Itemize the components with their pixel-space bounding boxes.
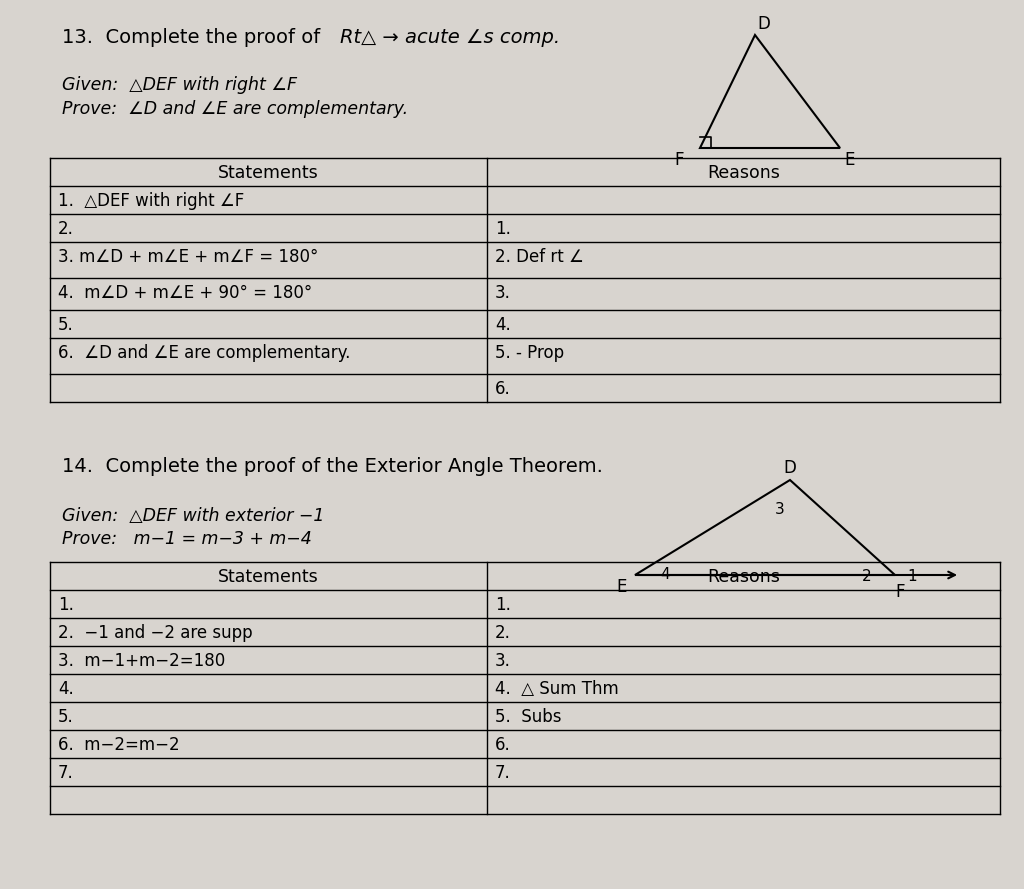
Text: Given:  △DEF with right ∠F: Given: △DEF with right ∠F: [62, 76, 297, 94]
Text: 1.  △DEF with right ∠F: 1. △DEF with right ∠F: [58, 192, 245, 210]
Text: F: F: [675, 151, 684, 169]
Text: 4: 4: [660, 567, 670, 582]
Text: 1.: 1.: [495, 220, 511, 238]
Text: 4.: 4.: [495, 316, 511, 334]
Text: 1.: 1.: [58, 596, 74, 614]
Text: 3.  m−1+m−2=180: 3. m−1+m−2=180: [58, 652, 225, 670]
Text: 4.  m∠D + m∠E + 90° = 180°: 4. m∠D + m∠E + 90° = 180°: [58, 284, 312, 302]
Text: 6.: 6.: [495, 736, 511, 754]
Text: 6.  m−2=m−2: 6. m−2=m−2: [58, 736, 179, 754]
Text: 1.: 1.: [495, 596, 511, 614]
Text: 2. Def rt ∠: 2. Def rt ∠: [495, 248, 584, 266]
Text: 7.: 7.: [58, 764, 74, 782]
Text: Prove:   m−1 = m−3 + m−4: Prove: m−1 = m−3 + m−4: [62, 530, 311, 548]
Text: E: E: [616, 578, 627, 596]
Text: 3.: 3.: [495, 284, 511, 302]
Text: 2: 2: [862, 569, 871, 584]
Text: Statements: Statements: [218, 164, 318, 182]
Text: 6.: 6.: [495, 380, 511, 398]
Text: 1: 1: [907, 569, 916, 584]
Text: 3. m∠D + m∠E + m∠F = 180°: 3. m∠D + m∠E + m∠F = 180°: [58, 248, 318, 266]
Text: E: E: [844, 151, 854, 169]
Text: 7.: 7.: [495, 764, 511, 782]
Text: 14.  Complete the proof of the Exterior Angle Theorem.: 14. Complete the proof of the Exterior A…: [62, 457, 603, 476]
Text: Prove:  ∠D and ∠E are complementary.: Prove: ∠D and ∠E are complementary.: [62, 100, 409, 118]
Text: 4.: 4.: [58, 680, 74, 698]
Text: 13.  Complete the proof of: 13. Complete the proof of: [62, 28, 327, 47]
Text: 5.: 5.: [58, 708, 74, 726]
Text: 5.: 5.: [58, 316, 74, 334]
Text: F: F: [895, 583, 905, 601]
Text: 5.  Subs: 5. Subs: [495, 708, 561, 726]
Text: 3.: 3.: [495, 652, 511, 670]
Text: 4.  △ Sum Thm: 4. △ Sum Thm: [495, 680, 618, 698]
Text: 6.  ∠D and ∠E are complementary.: 6. ∠D and ∠E are complementary.: [58, 344, 350, 362]
Text: Reasons: Reasons: [707, 568, 780, 586]
Text: 2.: 2.: [495, 624, 511, 642]
Text: Rt△ → acute ∠s comp.: Rt△ → acute ∠s comp.: [340, 28, 560, 47]
Text: Given:  △DEF with exterior −1: Given: △DEF with exterior −1: [62, 507, 325, 525]
Text: 2.: 2.: [58, 220, 74, 238]
Text: D: D: [783, 459, 797, 477]
Text: Reasons: Reasons: [707, 164, 780, 182]
Text: 3: 3: [775, 502, 784, 517]
Text: Statements: Statements: [218, 568, 318, 586]
Text: 2.  −1 and −2 are supp: 2. −1 and −2 are supp: [58, 624, 253, 642]
Text: D: D: [757, 15, 770, 33]
Text: 5. - Prop: 5. - Prop: [495, 344, 564, 362]
